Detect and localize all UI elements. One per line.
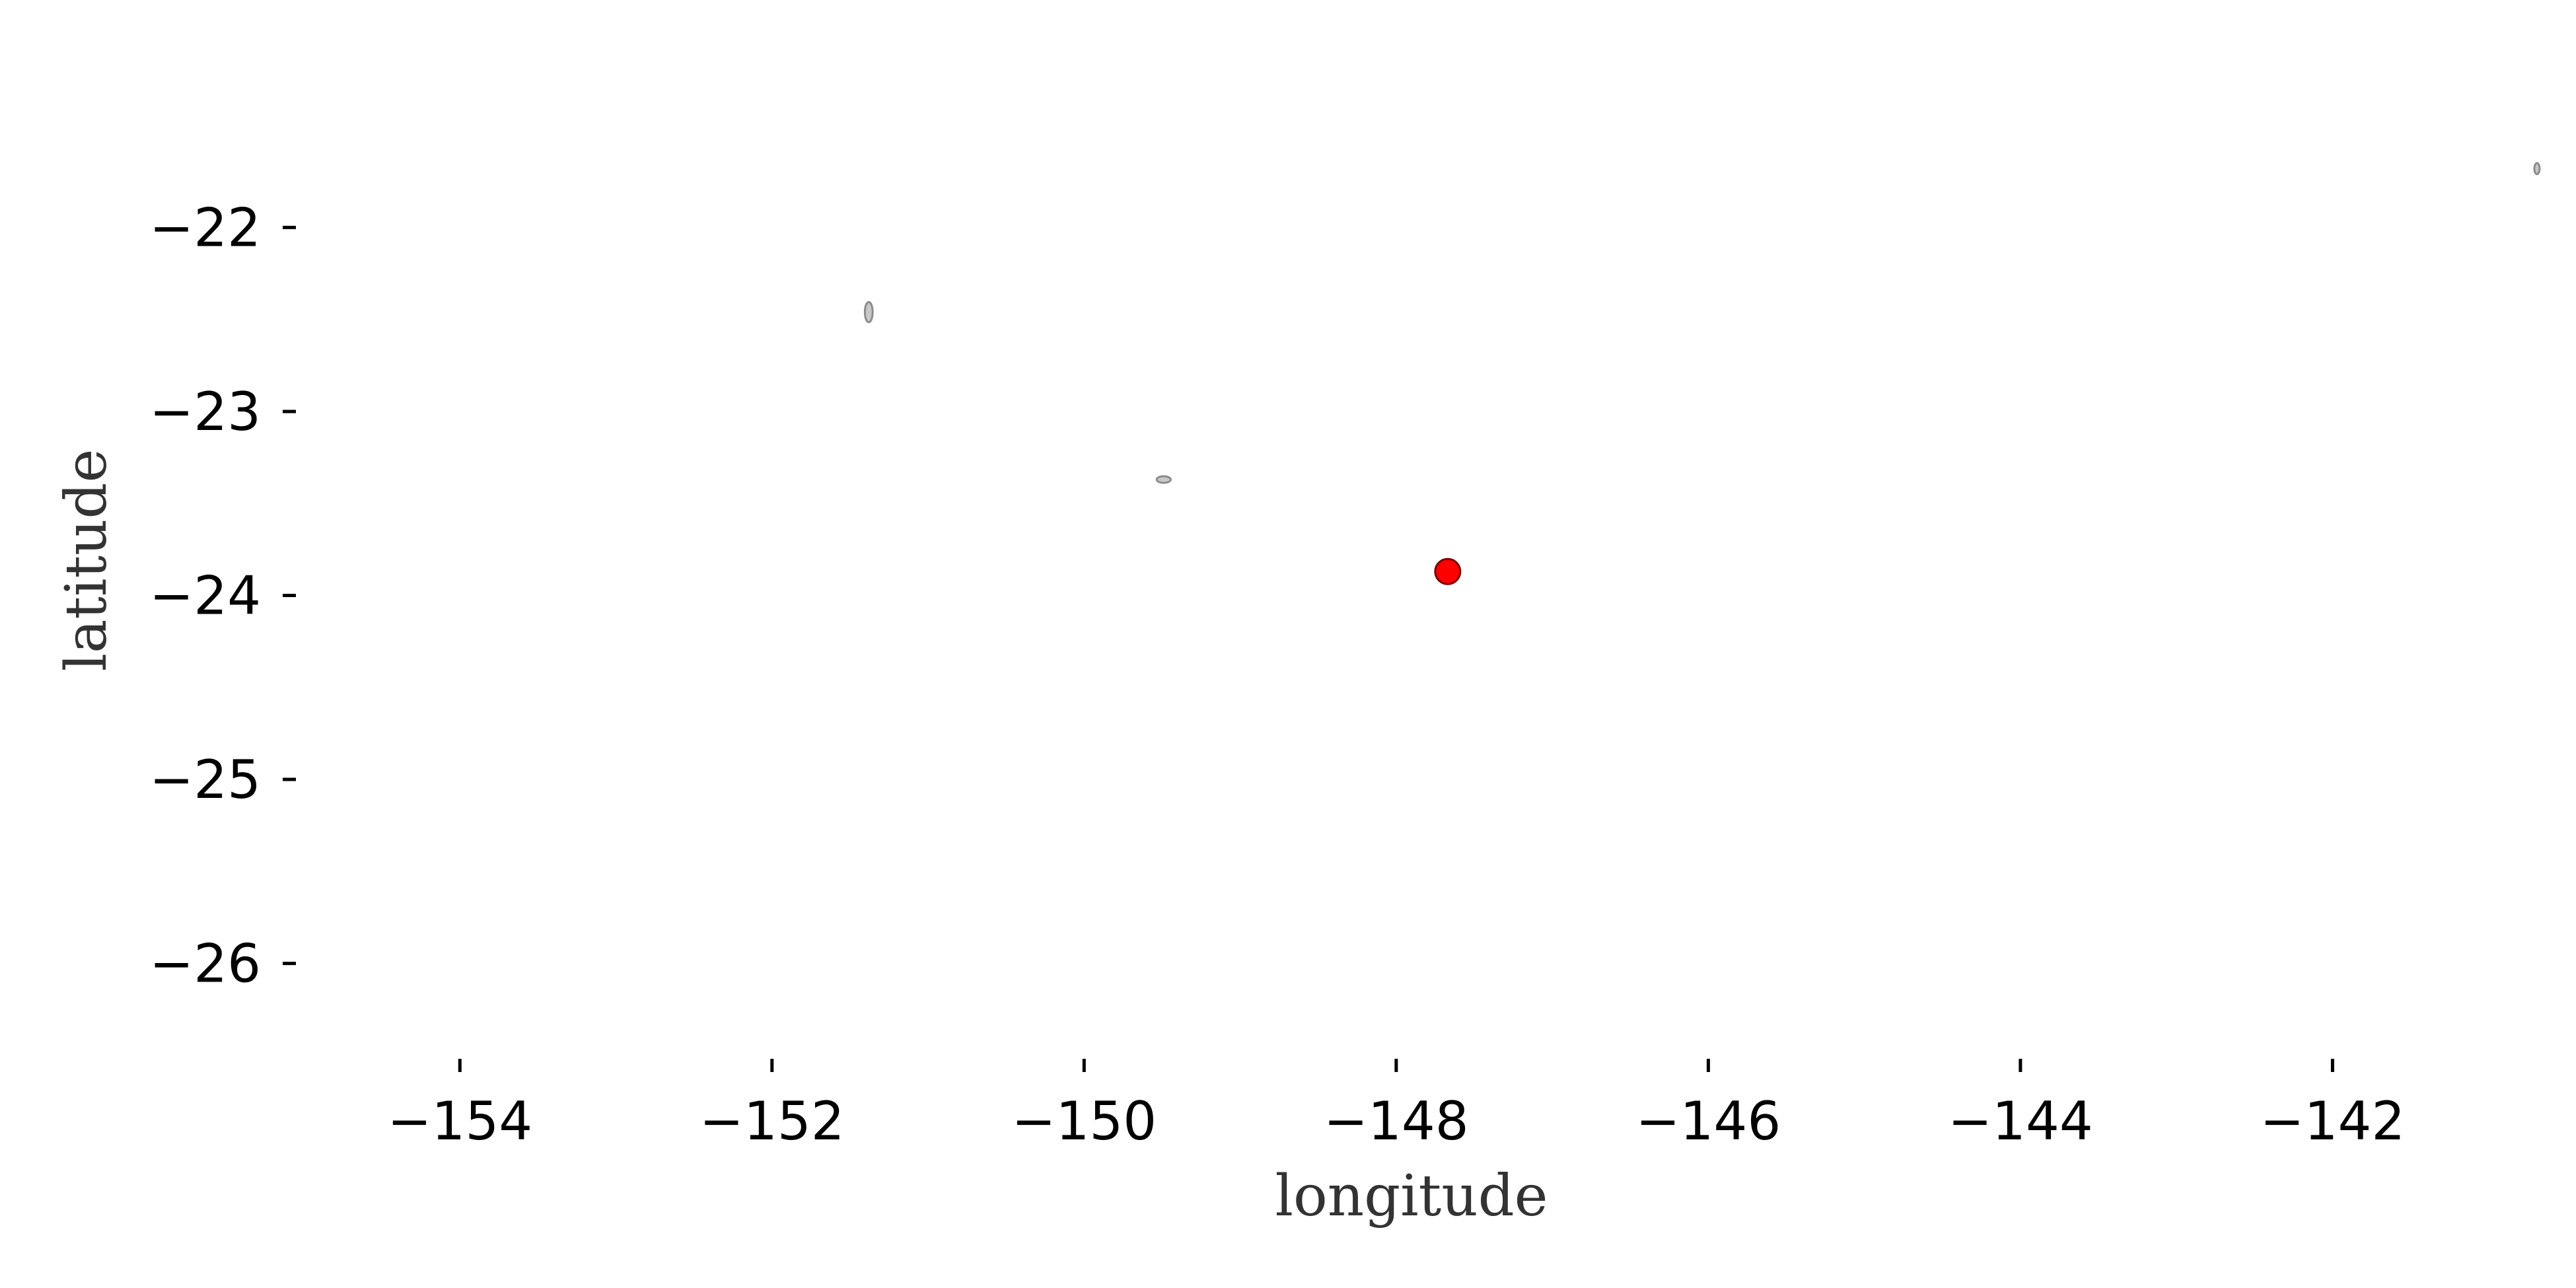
- y-tick-label: −25: [149, 749, 261, 810]
- x-tick-label: −146: [1635, 1091, 1781, 1152]
- location-marker[interactable]: [1434, 557, 1462, 585]
- y-tick-label: −24: [149, 565, 261, 626]
- y-axis-title: latitude: [54, 449, 120, 672]
- y-tick-label: −22: [149, 197, 261, 258]
- x-axis: −154 −152 −150 −148 −146 −144 −142: [387, 1059, 2405, 1152]
- landmass-1: [863, 301, 874, 324]
- x-tick-label: −144: [1948, 1091, 2093, 1152]
- x-tick-label: −154: [387, 1091, 532, 1152]
- x-tick-label: −152: [699, 1091, 845, 1152]
- y-tick-label: −23: [149, 381, 261, 443]
- x-tick-label: −148: [1324, 1091, 1469, 1152]
- land-layer: [863, 162, 2541, 484]
- y-tick-label: −26: [149, 933, 261, 995]
- landmass-2: [1155, 475, 1172, 484]
- y-axis: −22 −23 −24 −25 −26: [149, 197, 296, 995]
- point-layer: [1434, 557, 1462, 585]
- landmass-3: [2533, 162, 2541, 176]
- x-tick-label: −142: [2260, 1091, 2406, 1152]
- x-axis-title: longitude: [1275, 1163, 1548, 1229]
- x-tick-label: −150: [1011, 1091, 1157, 1152]
